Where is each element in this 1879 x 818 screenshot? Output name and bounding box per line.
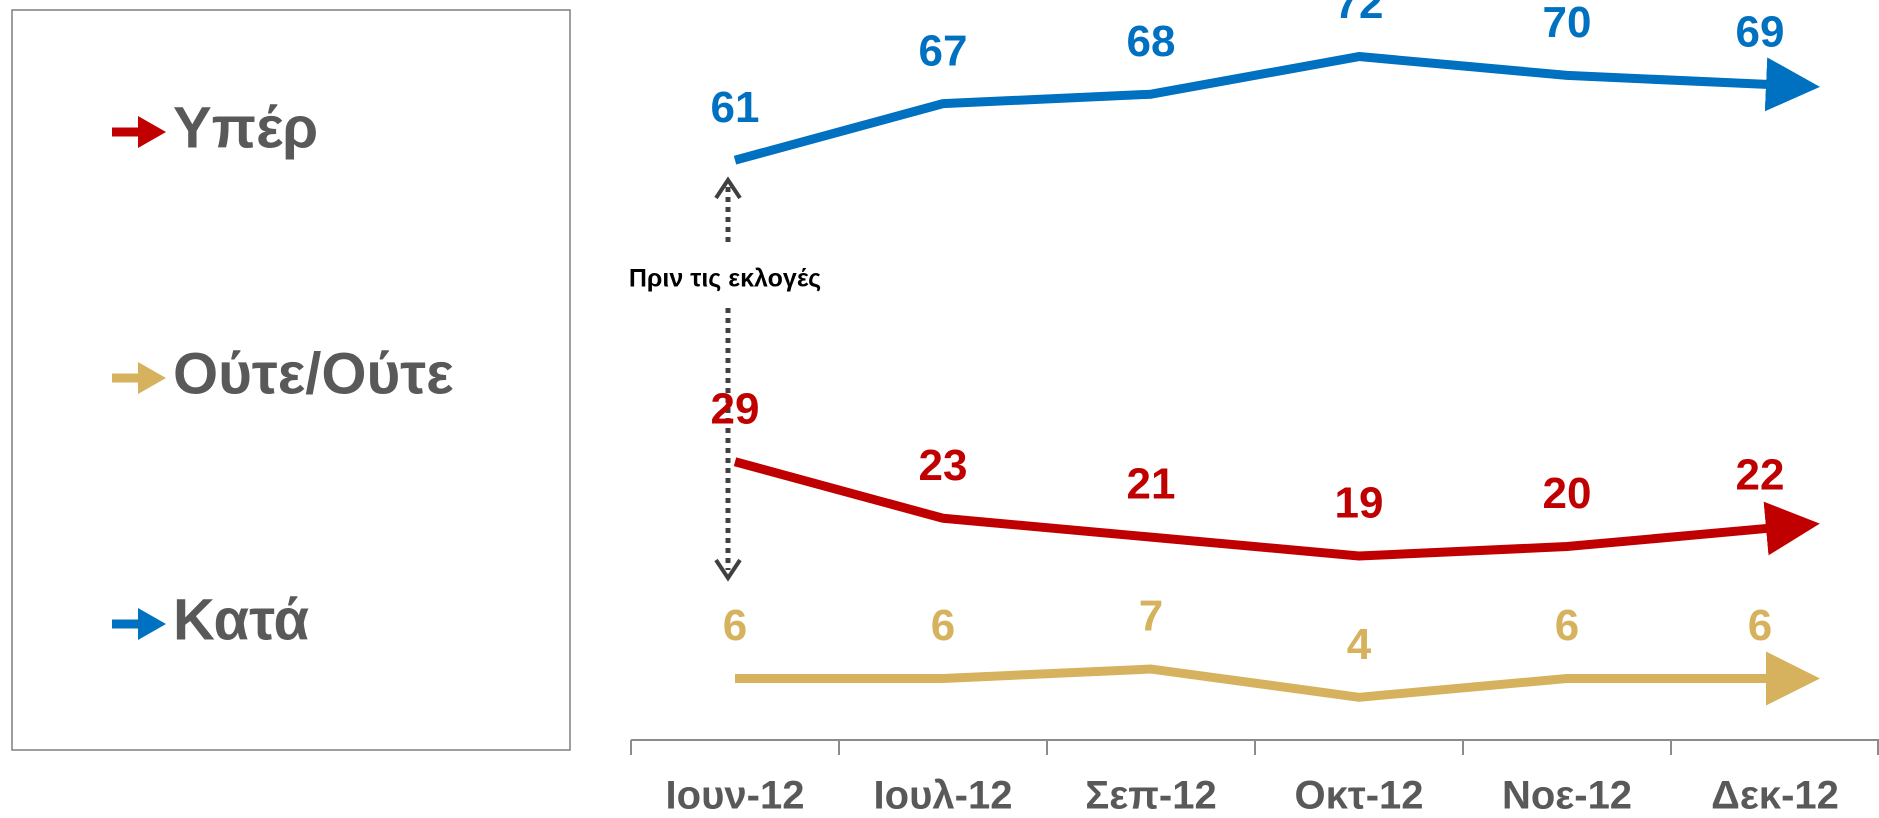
- data-label: 67: [919, 26, 968, 75]
- x-tick-label: Ιουλ-12: [874, 774, 1013, 818]
- data-label: 6: [723, 601, 747, 650]
- x-tick-label: Σεπ-12: [1085, 774, 1216, 818]
- x-tick-label: Νοε-12: [1502, 774, 1632, 818]
- data-label: 6: [1748, 601, 1772, 650]
- legend-arrow-head: [138, 608, 166, 640]
- data-label: 69: [1736, 7, 1785, 56]
- series-line: [733, 52, 1820, 165]
- data-label: 23: [919, 441, 968, 490]
- data-label: 4: [1347, 620, 1372, 669]
- legend-label: Κατά: [173, 587, 309, 652]
- legend-label: Ούτε/Ούτε: [173, 341, 454, 406]
- legend-label: Υπέρ: [173, 95, 318, 160]
- series-line: [735, 651, 1820, 706]
- legend-box: [11, 9, 571, 751]
- data-label: 72: [1335, 0, 1384, 28]
- data-label: 68: [1127, 17, 1176, 66]
- data-label: 22: [1736, 450, 1785, 499]
- data-label: 61: [711, 83, 760, 132]
- x-tick-label: Οκτ-12: [1294, 774, 1423, 818]
- data-label: 6: [931, 601, 955, 650]
- annotation: Πριν τις εκλογές: [629, 265, 821, 293]
- x-tick-label: Δεκ-12: [1711, 774, 1839, 818]
- x-tick-label: Ιουν-12: [666, 774, 805, 818]
- annotation-arrow: [714, 176, 742, 582]
- data-label: 29: [711, 384, 760, 433]
- data-label: 6: [1555, 601, 1579, 650]
- series-line: [733, 457, 1820, 561]
- legend-arrow-head: [138, 362, 166, 394]
- data-label: 20: [1543, 469, 1592, 518]
- data-label: 70: [1543, 0, 1592, 47]
- data-label: 19: [1335, 479, 1384, 528]
- legend-arrow-head: [138, 116, 166, 148]
- data-label: 7: [1139, 592, 1163, 641]
- data-label: 21: [1127, 460, 1176, 509]
